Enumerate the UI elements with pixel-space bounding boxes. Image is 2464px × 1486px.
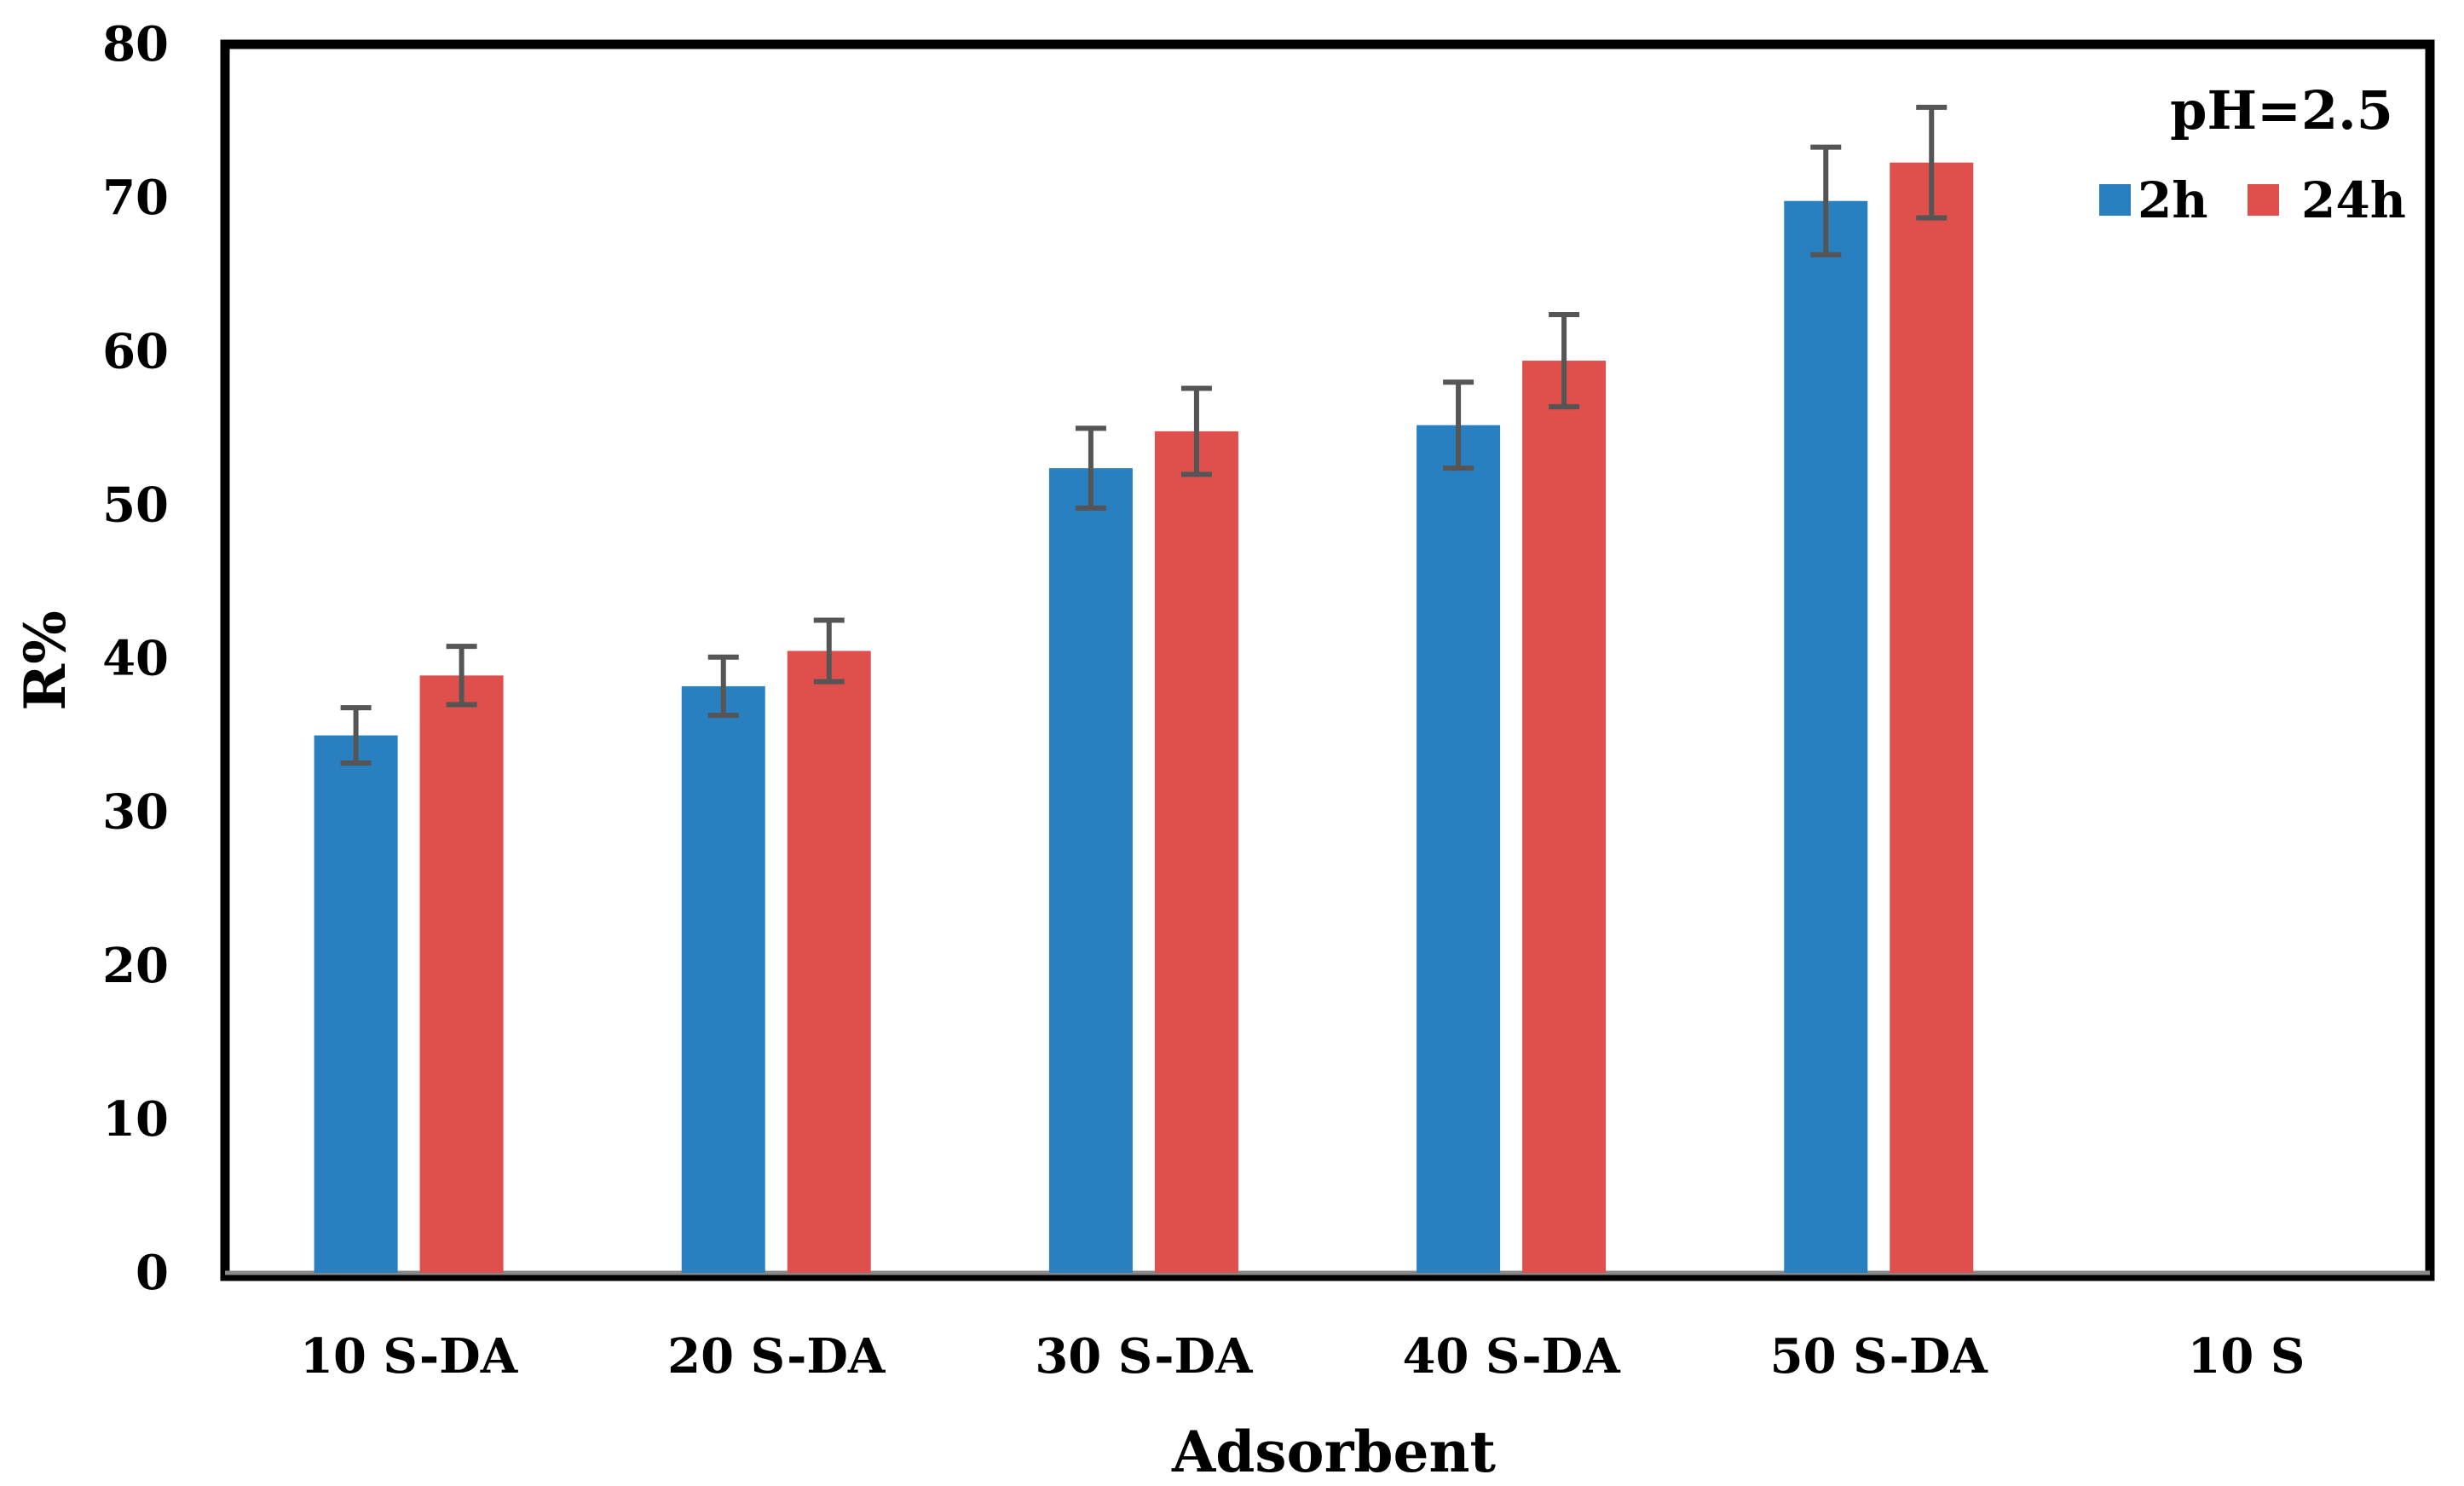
bar-24h-20-s-da <box>787 650 871 1273</box>
error-bar-24h-20-s-da <box>813 617 845 685</box>
y-tick-label-40: 40 <box>102 631 169 687</box>
error-bar-2h-40-s-da <box>1443 379 1474 471</box>
y-tick-label-20: 20 <box>102 938 169 994</box>
error-bar-2h-20-s-da <box>707 654 739 719</box>
y-tick-label-30: 30 <box>102 784 169 841</box>
bar-24h-10-s-da <box>419 675 504 1273</box>
error-bar-2h-50-s-da <box>1810 144 1842 257</box>
error-bar-24h-10-s-da <box>446 644 477 708</box>
x-tick-label-10-s: 10 S <box>2187 1328 2305 1385</box>
x-axis-title: Adsorbent <box>1171 1419 1496 1485</box>
x-tick-label-20-s-da: 20 S-DA <box>667 1328 886 1385</box>
legend-label-2h: 2h <box>2138 171 2208 229</box>
bar-2h-50-s-da <box>1784 200 1868 1273</box>
bar-24h-30-s-da <box>1154 431 1238 1273</box>
y-tick-label-0: 0 <box>136 1245 169 1301</box>
legend-swatch-24h <box>2248 184 2279 216</box>
bar-2h-40-s-da <box>1417 425 1501 1274</box>
error-bar-2h-10-s-da <box>340 705 372 766</box>
x-tick-label-30-s-da: 30 S-DA <box>1035 1328 1254 1385</box>
legend: 2h 24h <box>2099 171 2406 229</box>
x-tick-label-50-s-da: 50 S-DA <box>1770 1328 1989 1385</box>
y-tick-label-50: 50 <box>102 477 169 533</box>
legend-label-24h: 24h <box>2301 171 2406 229</box>
bar-24h-50-s-da <box>1890 162 1974 1273</box>
bar-2h-20-s-da <box>681 685 765 1273</box>
error-bar-24h-50-s-da <box>1916 104 1948 221</box>
error-bar-24h-30-s-da <box>1180 385 1212 477</box>
bar-2h-30-s-da <box>1048 468 1133 1273</box>
y-tick-label-70: 70 <box>102 170 169 226</box>
annotation-ph: pH=2.5 <box>2170 79 2393 142</box>
x-tick-label-10-s-da: 10 S-DA <box>300 1328 519 1385</box>
error-bar-2h-30-s-da <box>1075 425 1106 511</box>
x-tick-label-40-s-da: 40 S-DA <box>1402 1328 1621 1385</box>
y-tick-label-80: 80 <box>102 16 169 72</box>
plot-area <box>220 39 2435 1281</box>
bar-24h-40-s-da <box>1522 361 1607 1273</box>
legend-swatch-2h <box>2099 184 2131 216</box>
error-bar-24h-40-s-da <box>1549 312 1580 410</box>
y-axis-title: R% <box>12 610 78 711</box>
bar-2h-10-s-da <box>314 735 398 1273</box>
y-tick-label-60: 60 <box>102 323 169 379</box>
y-tick-label-10: 10 <box>102 1091 169 1148</box>
